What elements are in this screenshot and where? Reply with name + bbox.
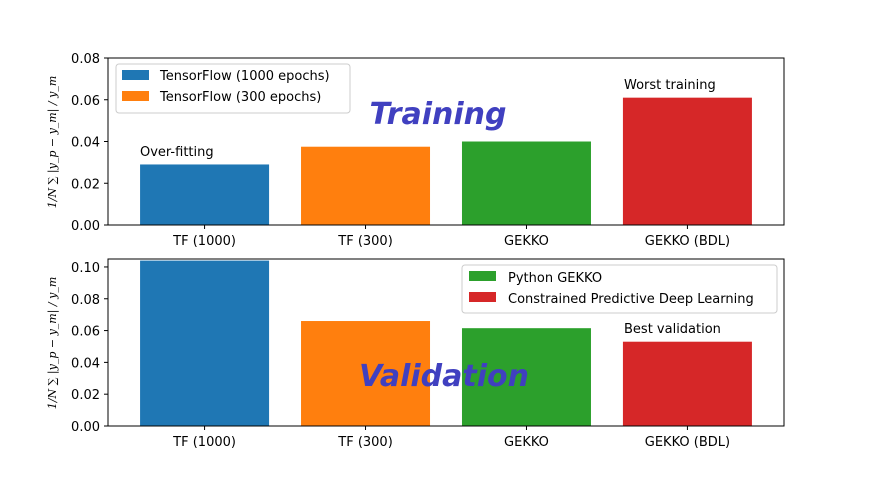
legend-swatch-tf-1000: [122, 70, 149, 80]
annotation-worst-training: Worst training: [624, 78, 716, 93]
training-legend: TensorFlow (1000 epochs) TensorFlow (300…: [115, 63, 351, 114]
training-x-tick-label: TF (300): [337, 234, 393, 249]
validation-y-tick-label: 0.00: [71, 420, 100, 435]
validation-y-tick-label: 0.06: [71, 325, 100, 340]
training-bar-4: [622, 97, 752, 225]
validation-legend-frame: [461, 264, 778, 314]
validation-bar-1: [140, 260, 270, 426]
legend-swatch-python-gekko: [469, 271, 496, 281]
training-x-ticks: TF (1000) TF (300) GEKKO GEKKO (BDL): [172, 225, 730, 249]
validation-bar-3: [461, 328, 591, 426]
validation-bars: [140, 260, 752, 426]
validation-x-ticks: TF (1000) TF (300) GEKKO GEKKO (BDL): [172, 426, 730, 450]
training-axes-frame: [107, 57, 785, 226]
validation-x-tick-label: TF (1000): [172, 435, 236, 450]
training-ylabel: 1/N ∑ |y_p − y_m| / y_m: [46, 76, 60, 209]
validation-label: Validation: [359, 359, 529, 394]
training-x-tick-label: GEKKO: [504, 234, 549, 249]
annotation-over-fitting: Over-fitting: [140, 145, 214, 160]
training-bar-1: [140, 164, 270, 225]
training-bars: [140, 97, 752, 225]
validation-axes-frame: [107, 258, 785, 427]
training-panel: 0.00 0.02 0.04 0.06 0.08 TF (1000) TF (300) GE…: [46, 52, 785, 249]
training-y-ticks: 0.00 0.02 0.04 0.06 0.08: [71, 52, 108, 234]
validation-y-tick-label: 0.08: [71, 293, 100, 308]
training-y-tick-label: 0.06: [71, 94, 100, 109]
validation-ylabel: 1/N ∑ |y_p − y_m| / y_m: [46, 277, 60, 410]
validation-panel: 0.00 0.02 0.04 0.06 0.08 0.10 TF (1000) TF (30…: [46, 258, 785, 450]
training-y-tick-label: 0.08: [71, 52, 100, 67]
validation-y-tick-label: 0.04: [71, 356, 100, 371]
validation-x-tick-label: TF (300): [337, 435, 393, 450]
validation-y-tick-label: 0.02: [71, 388, 100, 403]
training-y-tick-label: 0.02: [71, 177, 100, 192]
training-legend-frame: [115, 63, 351, 114]
legend-swatch-constrained-pdl: [469, 292, 496, 302]
training-x-tick-label: TF (1000): [172, 234, 236, 249]
validation-x-tick-label: GEKKO (BDL): [645, 435, 730, 450]
training-x-tick-label: GEKKO (BDL): [645, 234, 730, 249]
training-y-axis-label: 1/N ∑ |y_p − y_m| / y_m: [46, 76, 60, 209]
validation-bar-4: [622, 341, 752, 426]
training-label: Training: [370, 97, 507, 132]
validation-y-ticks: 0.00 0.02 0.04 0.06 0.08 0.10: [71, 261, 108, 435]
legend-swatch-tf-300: [122, 91, 149, 101]
legend-label-constrained-pdl: Constrained Predictive Deep Learning: [508, 292, 754, 307]
training-bar-2: [301, 146, 431, 225]
annotation-best-validation: Best validation: [624, 322, 721, 337]
legend-label-python-gekko: Python GEKKO: [508, 271, 602, 286]
legend-label-tf-300: TensorFlow (300 epochs): [159, 90, 321, 105]
legend-label-tf-1000: TensorFlow (1000 epochs): [159, 69, 330, 84]
training-y-tick-label: 0.04: [71, 136, 100, 151]
training-bar-3: [461, 141, 591, 225]
validation-y-tick-label: 0.10: [71, 261, 100, 276]
validation-x-tick-label: GEKKO: [504, 435, 549, 450]
validation-bar-2: [301, 321, 431, 426]
validation-y-axis-label: 1/N ∑ |y_p − y_m| / y_m: [46, 277, 60, 410]
training-y-tick-label: 0.00: [71, 219, 100, 234]
validation-legend: Python GEKKO Constrained Predictive Deep…: [461, 264, 778, 314]
